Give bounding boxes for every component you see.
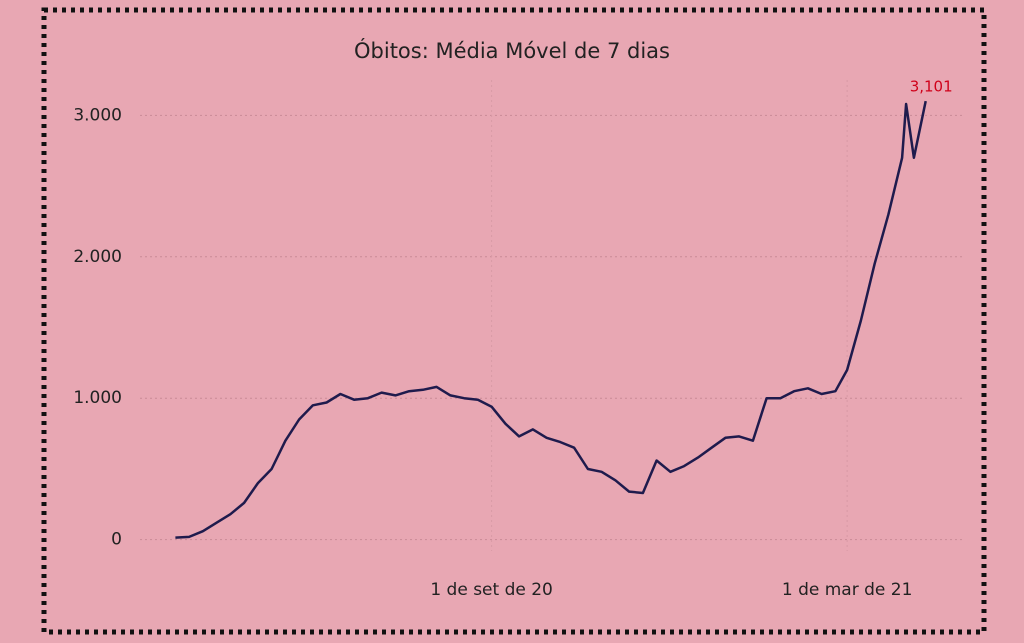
x-tick-label: 1 de set de 20: [430, 580, 553, 600]
y-tick-label: 2.000: [73, 247, 122, 267]
line-series: [175, 100, 927, 539]
annotation: 3,101: [910, 78, 953, 96]
y-tick-label: 0: [111, 530, 122, 550]
x-tick-label: 1 de mar de 21: [782, 580, 913, 600]
y-tick-label: 1.000: [73, 388, 122, 408]
y-tick-label: 3.000: [73, 105, 122, 125]
frame: [41, 7, 987, 635]
chart-title: Óbitos: Média Móvel de 7 dias: [354, 38, 670, 63]
